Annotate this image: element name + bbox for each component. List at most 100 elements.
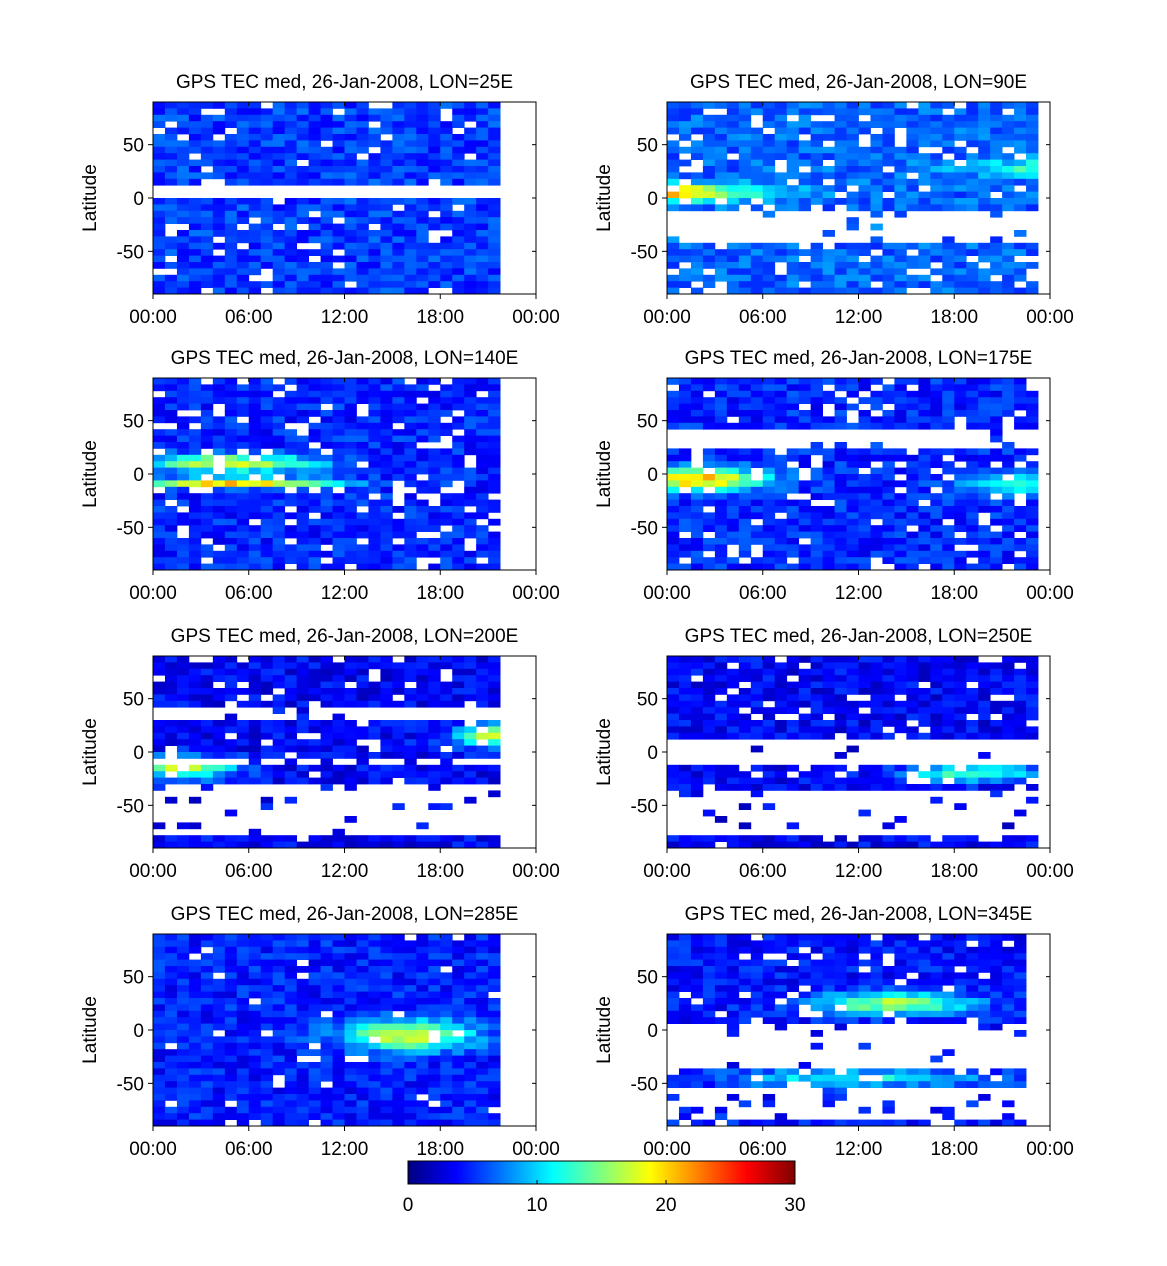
- heatmap-cell: [774, 416, 788, 424]
- heatmap-cell: [404, 467, 417, 475]
- heatmap-cell: [452, 1017, 465, 1024]
- heatmap-cell: [930, 454, 943, 462]
- heatmap-cell: [344, 480, 357, 488]
- heatmap-cell: [320, 1087, 333, 1095]
- heatmap-cell: [488, 397, 501, 404]
- heatmap-cell: [356, 544, 369, 552]
- heatmap-cell: [966, 410, 979, 417]
- heatmap-cell: [846, 159, 859, 167]
- heatmap-cell: [452, 435, 465, 443]
- heatmap-cell: [260, 390, 274, 398]
- heatmap-cell: [822, 681, 835, 689]
- heatmap-cell: [738, 114, 752, 122]
- heatmap-cell: [810, 732, 823, 740]
- heatmap-cell: [978, 784, 991, 791]
- heatmap-cell: [846, 518, 859, 526]
- heatmap-cell: [404, 159, 417, 167]
- heatmap-cell: [284, 159, 298, 167]
- heatmap-cell: [392, 1062, 405, 1069]
- heatmap-cell: [798, 550, 812, 558]
- heatmap-cell: [488, 752, 501, 759]
- heatmap-cell: [320, 416, 333, 424]
- heatmap-cell: [918, 713, 931, 721]
- heatmap-cell: [738, 841, 752, 849]
- heatmap-cell: [272, 953, 286, 960]
- y-axis-label: Latitude: [80, 164, 101, 232]
- heatmap-cell: [906, 255, 919, 263]
- heatmap-cell: [774, 764, 788, 772]
- heatmap-cell: [954, 127, 967, 135]
- heatmap-cell: [296, 1094, 309, 1101]
- heatmap-cell: [332, 764, 345, 772]
- heatmap-cell: [810, 656, 823, 663]
- heatmap-cell: [392, 1036, 405, 1044]
- heatmap-cell: [464, 512, 477, 520]
- heatmap-cell: [834, 242, 847, 250]
- heatmap-cell: [236, 966, 250, 973]
- heatmap-cell: [1014, 681, 1027, 689]
- heatmap-cell: [308, 946, 321, 954]
- heatmap-cell: [308, 752, 321, 759]
- heatmap-cell: [954, 668, 967, 676]
- heatmap-cell: [966, 102, 979, 109]
- heatmap-cell: [344, 1068, 357, 1076]
- heatmap-cell: [153, 102, 166, 109]
- heatmap-cell: [344, 816, 357, 823]
- heatmap-cell: [978, 688, 991, 695]
- heatmap-cell: [774, 707, 788, 714]
- heatmap-cell: [224, 281, 238, 288]
- heatmap-cell: [942, 486, 955, 494]
- heatmap-cell: [714, 499, 728, 507]
- heatmap-cell: [738, 726, 752, 734]
- heatmap-cell: [978, 134, 991, 141]
- heatmap-cell: [308, 480, 321, 488]
- heatmap-cell: [774, 204, 788, 212]
- heatmap-cell: [690, 390, 704, 398]
- heatmap-cell: [750, 281, 764, 288]
- heatmap-cell: [200, 422, 214, 430]
- heatmap-cell: [164, 525, 178, 532]
- heatmap-cell: [906, 454, 919, 462]
- heatmap-cell: [786, 681, 800, 689]
- heatmap-cell: [774, 255, 788, 263]
- heatmap-cell: [284, 656, 298, 663]
- heatmap-cell: [990, 140, 1003, 148]
- heatmap-cell: [834, 127, 847, 135]
- heatmap-cell: [248, 688, 262, 695]
- heatmap-cell: [176, 1068, 190, 1076]
- heatmap-cell: [284, 134, 298, 141]
- heatmap-cell: [224, 809, 238, 817]
- heatmap-cell: [368, 1106, 381, 1114]
- heatmap-cell: [882, 707, 895, 714]
- heatmap-cell: [320, 1023, 333, 1031]
- heatmap-cell: [428, 1042, 441, 1050]
- heatmap-cell: [224, 178, 238, 186]
- heatmap-cell: [236, 518, 250, 526]
- heatmap-cell: [428, 140, 441, 148]
- heatmap-cell: [368, 732, 381, 740]
- heatmap-cell: [200, 268, 214, 276]
- heatmap-cell: [284, 946, 298, 954]
- heatmap-cell: [667, 506, 680, 513]
- heatmap-cell: [296, 384, 309, 392]
- heatmap-cell: [894, 287, 907, 295]
- heatmap-cell: [320, 134, 333, 141]
- heatmap-cell: [942, 410, 955, 417]
- y-tick-label: -50: [631, 242, 658, 263]
- heatmap-cell: [176, 745, 190, 753]
- heatmap-cell: [822, 694, 835, 702]
- heatmap-cell: [188, 403, 202, 411]
- heatmap-cell: [344, 726, 357, 734]
- heatmap-cell: [224, 978, 238, 986]
- heatmap-cell: [822, 422, 835, 430]
- heatmap-cell: [224, 429, 238, 436]
- heatmap-cell: [380, 662, 393, 670]
- heatmap-cell: [236, 108, 250, 116]
- heatmap-cell: [810, 480, 823, 488]
- heatmap-cell: [476, 662, 489, 670]
- heatmap-cell: [308, 262, 321, 269]
- heatmap-cell: [356, 946, 369, 954]
- heatmap-cell: [702, 121, 716, 128]
- heatmap-cell: [1002, 518, 1015, 526]
- heatmap-cell: [404, 1100, 417, 1108]
